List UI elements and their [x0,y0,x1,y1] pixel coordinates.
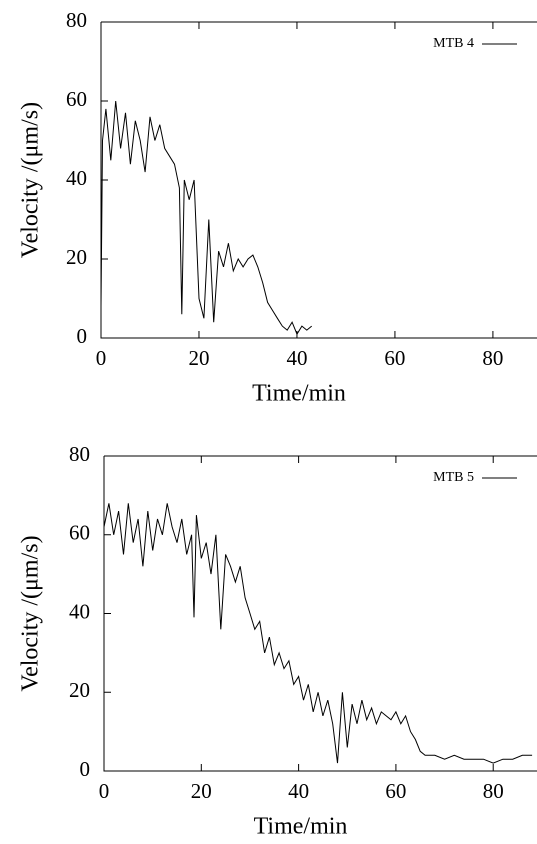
y-tick-label: 20 [69,678,90,702]
x-tick-label: 80 [482,346,503,370]
x-tick-label: 20 [191,779,212,803]
axes [103,455,537,772]
legend-label: MTB 5 [433,470,474,485]
y-tick-label: 0 [77,324,88,348]
data-line [100,100,313,336]
x-tick-label: 60 [384,346,405,370]
y-axis-label: Velocity /(μm/s) [18,535,44,691]
axes [100,21,537,339]
y-tick-label: 40 [66,166,87,190]
y-tick-label: 0 [80,757,91,781]
x-tick-label: 40 [286,346,307,370]
x-tick-label: 0 [96,346,107,370]
y-tick-label: 60 [69,521,90,545]
y-tick-label: 60 [66,87,87,111]
x-tick-label: 0 [99,779,110,803]
x-axis-label: Time/min [254,814,348,840]
y-tick-label: 80 [69,442,90,466]
y-axis-label: Velocity /(μm/s) [18,102,44,258]
legend-label: MTB 4 [433,36,474,51]
x-tick-label: 80 [483,779,504,803]
y-tick-label: 40 [69,599,90,623]
x-axis-label: Time/min [252,381,346,407]
x-tick-label: 40 [288,779,309,803]
data-line [103,503,533,764]
x-tick-label: 60 [385,779,406,803]
y-tick-label: 20 [66,245,87,269]
y-tick-label: 80 [66,8,87,32]
chart: 0 20 40 60 80 0 20 40 60 80 Time/min Velocity /(μm/… [18,8,537,407]
chart: 0 20 40 60 80 0 20 40 60 80 Time/min Velocity /(μm/… [18,442,537,840]
x-tick-label: 20 [188,346,209,370]
